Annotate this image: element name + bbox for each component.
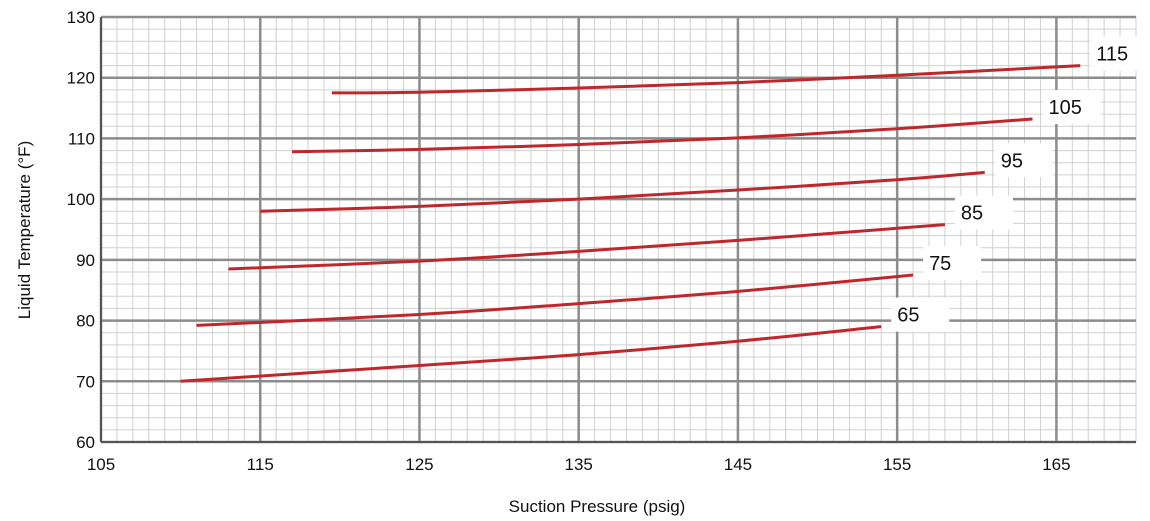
series-label-65: 65 xyxy=(897,305,919,327)
y-tick-label: 70 xyxy=(76,372,95,391)
series-line-95 xyxy=(260,170,985,213)
series-label-95: 95 xyxy=(1001,150,1023,172)
y-tick-label: 130 xyxy=(67,8,95,27)
series-layer: 115 105 95 85 75 65 xyxy=(180,44,1128,383)
curve-label-box xyxy=(954,195,1013,230)
curve-label-box xyxy=(891,297,950,332)
x-tick-label: 105 xyxy=(87,455,115,474)
x-tick-label: 145 xyxy=(724,455,752,474)
curve-label-box xyxy=(1042,90,1101,124)
series-label-115: 115 xyxy=(1096,44,1128,66)
x-tick-label: 165 xyxy=(1042,455,1070,474)
series-line-105 xyxy=(292,117,1033,154)
x-tick-label: 135 xyxy=(565,455,593,474)
tick-labels: 105 115 125 135 145 155 165 60 70 80 90 100 110 120 13… xyxy=(67,8,1071,474)
y-tick-label: 90 xyxy=(76,251,95,270)
series-label-105: 105 xyxy=(1049,97,1082,119)
series-label-75: 75 xyxy=(929,253,951,275)
x-tick-label: 125 xyxy=(405,455,433,474)
curve-label-box xyxy=(1090,36,1149,71)
series-line-85 xyxy=(228,223,946,271)
y-axis-title: Liquid Temperature (°F) xyxy=(15,141,34,319)
y-tick-label: 80 xyxy=(76,312,95,331)
curve-label-box xyxy=(994,143,1053,178)
series-line-65 xyxy=(180,325,882,383)
x-tick-label: 155 xyxy=(883,455,911,474)
y-tick-label: 120 xyxy=(67,69,95,88)
curve-label-boxes xyxy=(891,36,1149,332)
x-axis-title: Suction Pressure (psig) xyxy=(509,497,686,516)
series-line-115 xyxy=(331,64,1081,95)
curve-label-box xyxy=(923,246,982,281)
axes xyxy=(100,17,1136,443)
y-tick-label: 60 xyxy=(76,433,95,452)
series-line-75 xyxy=(196,273,914,327)
x-tick-label: 115 xyxy=(247,455,274,474)
y-tick-label: 100 xyxy=(67,190,95,209)
y-tick-label: 110 xyxy=(68,129,95,148)
series-label-85: 85 xyxy=(961,203,983,225)
